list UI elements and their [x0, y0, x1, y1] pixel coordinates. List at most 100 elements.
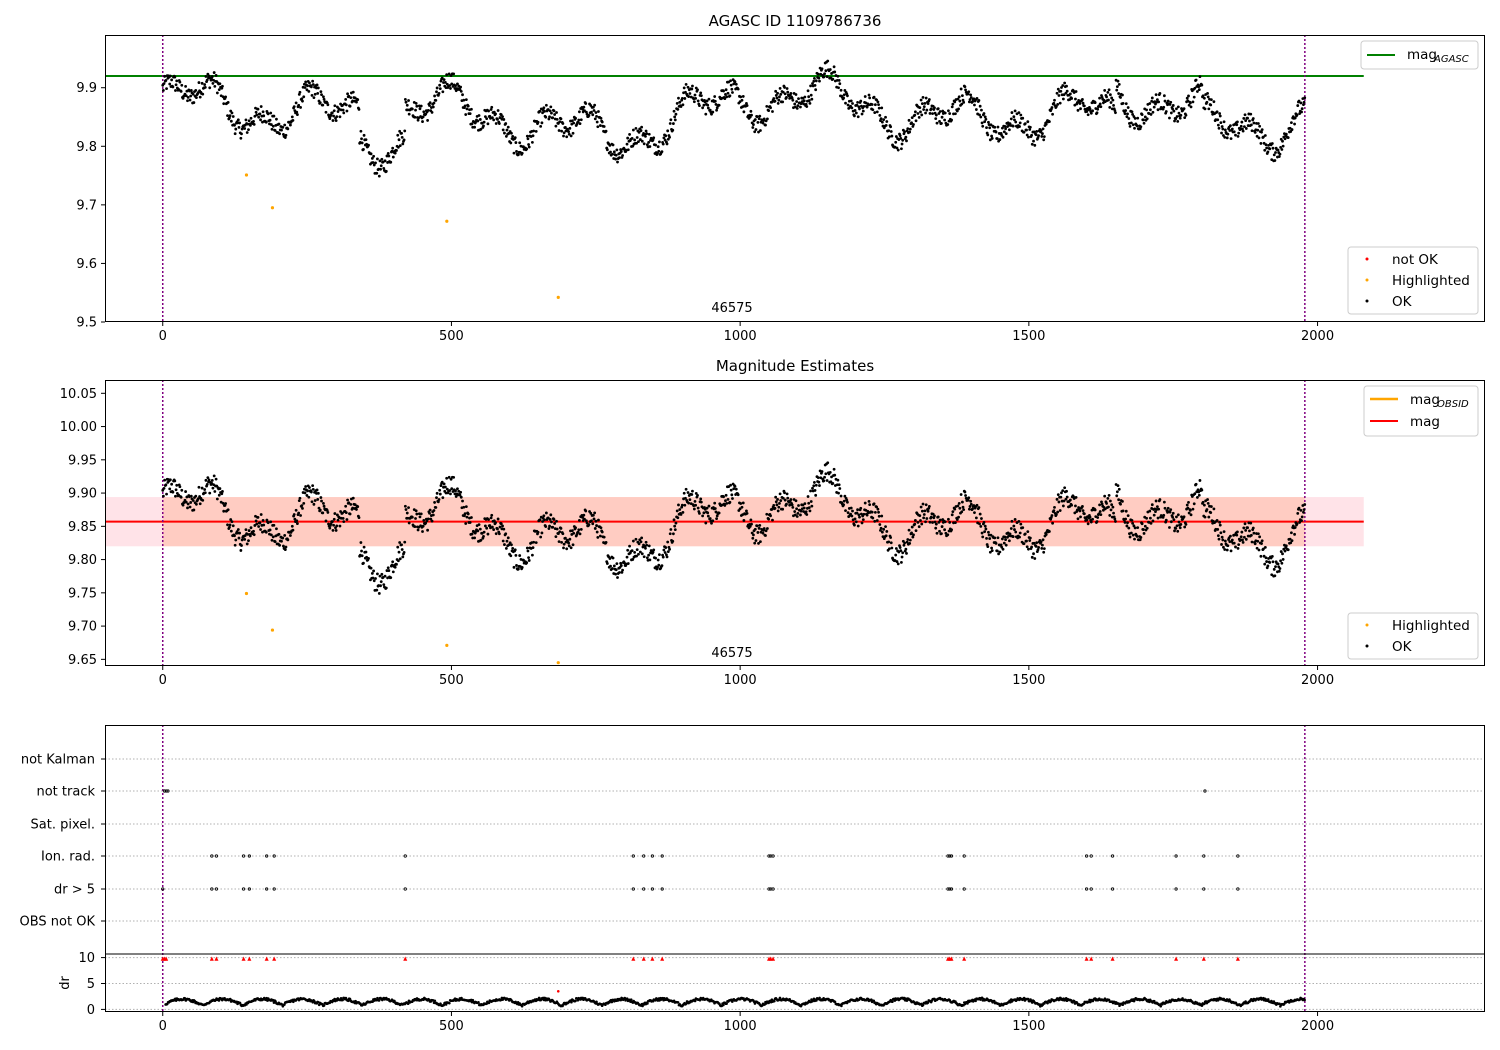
ok-point [837, 491, 840, 495]
ok-point [1117, 487, 1121, 491]
ok-point [300, 97, 304, 101]
ok-point [334, 529, 338, 532]
ok-point [328, 117, 332, 120]
ok-point [562, 542, 566, 546]
ytick-label: 10.05 [60, 387, 97, 402]
ok-point [1085, 518, 1089, 522]
ok-point [894, 547, 898, 550]
ok-point [1081, 98, 1084, 101]
ok-point [900, 142, 904, 146]
ok-point [785, 87, 789, 90]
ok-point [759, 129, 762, 132]
ok-point [203, 491, 207, 495]
ok-point [203, 83, 207, 86]
ok-point [1175, 515, 1178, 519]
ok-point [750, 522, 753, 526]
panel2-annotation: 46575 [711, 646, 752, 661]
ok-point [745, 509, 748, 513]
ok-point [1241, 127, 1244, 131]
ok-point [651, 550, 655, 554]
ok-point [1279, 559, 1282, 563]
ok-point [625, 555, 629, 559]
ok-point [476, 119, 480, 123]
ok-point [1166, 506, 1170, 510]
ok-point [989, 533, 993, 537]
ok-point [1263, 562, 1267, 566]
ok-point [633, 138, 637, 142]
flag-point [247, 854, 251, 858]
ok-point [838, 82, 842, 86]
ok-point [937, 520, 941, 524]
ok-point [248, 124, 252, 127]
ok-point [1169, 111, 1173, 115]
ok-point [728, 500, 732, 504]
ok-point [729, 83, 733, 87]
ok-point [1193, 492, 1197, 496]
ok-point [974, 108, 978, 111]
ok-point [278, 132, 282, 136]
ok-point [1148, 102, 1152, 105]
xtick-label: 1500 [1012, 329, 1045, 344]
ok-point [501, 115, 504, 119]
ok-point [369, 566, 373, 570]
ok-point [1107, 88, 1111, 92]
ok-point [854, 520, 858, 524]
ok-point [497, 122, 501, 125]
ok-point [713, 507, 717, 510]
ok-point [375, 171, 379, 175]
ok-point [335, 524, 339, 528]
ok-point [648, 145, 652, 148]
ok-point [699, 94, 703, 98]
ok-point [1255, 134, 1259, 138]
ok-point [1052, 101, 1056, 105]
ok-point [269, 111, 273, 115]
ok-point [415, 512, 419, 516]
ok-point [807, 501, 811, 505]
ok-point [851, 102, 854, 105]
ok-point [168, 82, 172, 86]
ok-point [975, 97, 979, 100]
ok-point [357, 516, 361, 520]
ok-point [615, 148, 619, 152]
ok-point [596, 125, 600, 129]
ok-point [527, 556, 530, 560]
ok-point [605, 562, 609, 565]
ok-point [783, 92, 787, 96]
ok-point [803, 95, 807, 99]
ok-point [877, 510, 880, 514]
ok-point [218, 487, 222, 490]
ok-point [602, 535, 606, 539]
ok-point [806, 495, 810, 498]
ok-point [329, 522, 333, 526]
flag-point [767, 854, 771, 858]
ok-point [1105, 95, 1108, 99]
ok-point [565, 547, 569, 551]
ok-point [1103, 494, 1107, 498]
ok-point [436, 500, 440, 504]
ok-point [245, 542, 249, 546]
ok-point [1202, 96, 1206, 100]
ok-point [1040, 135, 1044, 138]
ok-point [464, 505, 468, 509]
ok-point [904, 135, 908, 139]
ok-point [333, 104, 337, 108]
ok-point [1110, 96, 1114, 100]
ok-point [468, 521, 472, 524]
ok-point [490, 116, 494, 120]
ok-point [326, 103, 330, 107]
ok-point [1003, 535, 1007, 539]
ok-point [614, 153, 618, 157]
ok-point [226, 114, 229, 118]
ok-point [1289, 121, 1293, 125]
ok-point [1157, 100, 1161, 104]
ok-point [917, 115, 921, 119]
ok-point [693, 93, 697, 97]
ok-point [249, 526, 253, 530]
ok-point [534, 541, 538, 545]
ok-point [1116, 484, 1120, 488]
ok-point [208, 86, 212, 90]
ok-point [459, 495, 463, 499]
ok-point [428, 511, 431, 515]
ok-point [726, 497, 730, 501]
ok-point [1033, 143, 1037, 147]
